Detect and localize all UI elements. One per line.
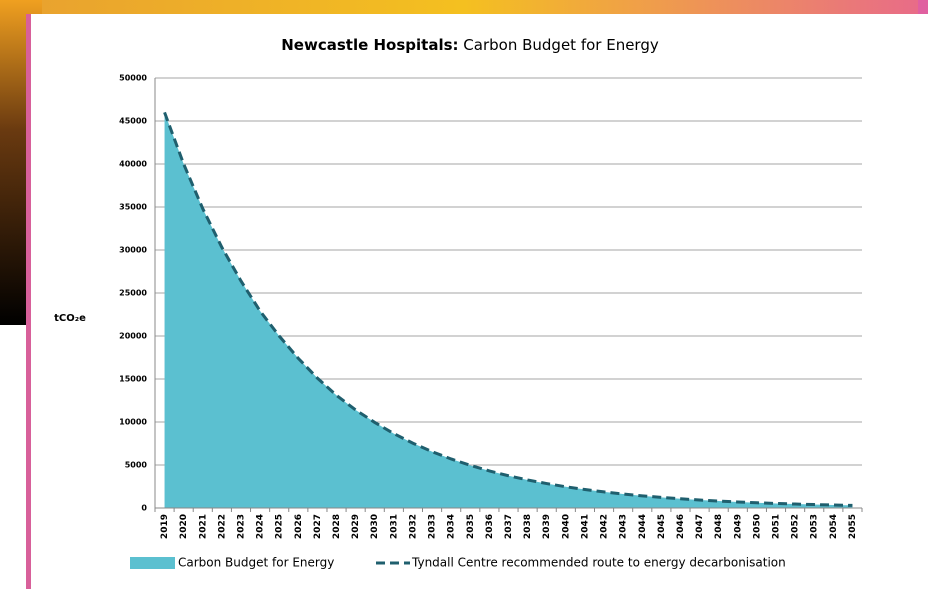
x-tick-label: 2021 [198,514,208,539]
x-tick-label: 2032 [408,514,418,539]
x-tick-label: 2049 [733,514,743,539]
legend-label: Carbon Budget for Energy [178,556,334,570]
decor-top [0,0,928,14]
y-tick-label: 50000 [119,74,147,83]
x-tick-label: 2052 [791,514,801,539]
y-tick-label: 20000 [119,332,147,341]
y-tick-label: 10000 [119,418,147,427]
decor-cover [0,325,42,589]
x-tick-label: 2030 [370,514,380,539]
x-tick-label: 2037 [504,514,514,539]
y-tick-label: 5000 [125,461,148,470]
x-tick-label: 2025 [275,514,285,539]
x-tick-label: 2042 [600,514,610,539]
y-axis-label: tCO₂e [54,313,86,324]
x-tick-label: 2036 [485,514,495,539]
legend-label: Tyndall Centre recommended route to ener… [411,556,786,570]
y-tick-label: 25000 [119,289,147,298]
y-tick-label: 30000 [119,246,147,255]
x-tick-label: 2045 [657,514,667,539]
x-tick-label: 2020 [179,514,189,539]
x-tick-label: 2031 [389,514,399,539]
y-tick-label: 40000 [119,160,147,169]
x-tick-label: 2053 [810,514,820,539]
y-tick-label: 35000 [119,203,147,212]
x-tick-label: 2044 [638,514,648,539]
x-tick-label: 2040 [561,514,571,539]
x-tick-label: 2019 [160,514,170,539]
chart: Newcastle Hospitals: Carbon Budget for E… [0,0,928,589]
y-tick-label: 0 [141,504,147,513]
y-tick-label: 15000 [119,375,147,384]
chart-title: Newcastle Hospitals: Carbon Budget for E… [281,36,659,54]
x-tick-label: 2024 [256,514,266,539]
x-tick-label: 2046 [676,514,686,539]
x-tick-label: 2029 [351,514,361,539]
x-tick-label: 2038 [523,514,533,539]
x-tick-label: 2033 [428,514,438,539]
x-tick-label: 2050 [752,514,762,539]
x-tick-label: 2022 [217,514,227,539]
x-tick-label: 2028 [332,514,342,539]
y-tick-label: 45000 [119,117,147,126]
x-tick-label: 2055 [848,514,858,539]
title: Carbon Budget for Energy [463,36,659,54]
page: Newcastle Hospitals: Carbon Budget for E… [0,0,928,589]
title-prefix: Newcastle Hospitals: [281,36,458,54]
x-tick-label: 2047 [695,514,705,539]
x-tick-label: 2034 [447,514,457,539]
x-tick-label: 2051 [772,514,782,539]
x-tick-label: 2048 [714,514,724,539]
x-tick-label: 2054 [829,514,839,539]
x-tick-label: 2041 [580,514,590,539]
panel-border [26,14,31,589]
x-tick-label: 2026 [294,514,304,539]
x-tick-label: 2023 [236,514,246,539]
x-tick-label: 2043 [619,514,629,539]
x-tick-label: 2027 [313,514,323,539]
legend-swatch [130,557,175,569]
x-tick-label: 2035 [466,514,476,539]
decor-corner [918,0,928,14]
x-tick-label: 2039 [542,514,552,539]
